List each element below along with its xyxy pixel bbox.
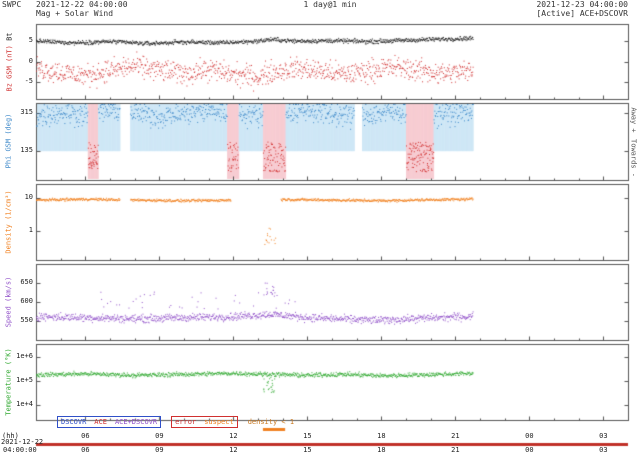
axis-start-time: 04:00:00 xyxy=(3,446,37,454)
status-label: [Active] ACE+DSCOVR xyxy=(536,9,628,18)
towards-sector-label: Towards - xyxy=(629,139,638,177)
y-tick-label: 550 xyxy=(20,316,33,324)
phi-axis-label: Phi GSM (deg) xyxy=(4,113,13,169)
legend-ace: ACE xyxy=(94,418,107,426)
end-timestamp: 2021-12-23 04:00:00 xyxy=(536,0,628,9)
legend-dscovr: DSCOVR xyxy=(61,418,87,426)
legend-density-lt1: density < 1 xyxy=(247,418,295,426)
x-tick-label: 18 xyxy=(377,432,386,440)
resolution-label: 1 day@1 min xyxy=(303,0,357,9)
y-tick-label: 650 xyxy=(20,278,33,286)
x-tick-label-secondary: 15 xyxy=(303,446,312,454)
x-tick-label-secondary: 09 xyxy=(155,446,164,454)
y-tick-label: 10 xyxy=(24,193,33,201)
away-sector-label: Away + xyxy=(629,107,638,133)
x-tick-label: 00 xyxy=(525,432,534,440)
y-tick-label: 135 xyxy=(20,146,33,154)
flag-legend-group: error suspect xyxy=(171,416,238,428)
axis-start-date: 2021-12-22 xyxy=(1,438,44,446)
y-tick-label: 1 xyxy=(28,226,33,234)
y-tick-label: 600 xyxy=(20,297,33,305)
x-tick-label-secondary: 03 xyxy=(599,446,608,454)
y-tick-label: 1e+6 xyxy=(16,352,33,360)
quality-legend: DSCOVR ACE ACE+DSCOVR error suspect dens… xyxy=(57,416,294,428)
source-legend-group: DSCOVR ACE ACE+DSCOVR xyxy=(57,416,162,428)
legend-error: error xyxy=(175,418,197,426)
y-tick-label: 1e+4 xyxy=(16,400,33,408)
start-timestamp: 2021-12-22 04:00:00 xyxy=(36,0,128,9)
y-tick-label: 0 xyxy=(28,57,33,65)
x-tick-label: 03 xyxy=(599,432,608,440)
x-tick-label: 06 xyxy=(81,432,90,440)
x-tick-label: 15 xyxy=(303,432,312,440)
x-tick-label-secondary: 06 xyxy=(81,446,90,454)
hour-unit-label: (hh) xyxy=(2,432,19,440)
x-tick-label-secondary: 21 xyxy=(451,446,460,454)
y-tick-label: 315 xyxy=(20,108,33,116)
y-tick-label: 5 xyxy=(28,36,33,44)
legend-ace-dscovr: ACE+DSCOVR xyxy=(114,418,158,426)
x-tick-label: 09 xyxy=(155,432,164,440)
x-tick-label: 12 xyxy=(229,432,238,440)
plot-type-label: Mag + Solar Wind xyxy=(36,9,114,18)
y-tick-label: -5 xyxy=(24,77,33,85)
x-tick-label-secondary: 12 xyxy=(229,446,238,454)
x-tick-label: 21 xyxy=(451,432,460,440)
x-tick-label-secondary: 18 xyxy=(377,446,386,454)
app-title: SWPC xyxy=(2,0,22,9)
legend-suspect: suspect xyxy=(204,418,234,426)
y-tick-label: 1e+5 xyxy=(16,376,33,384)
x-tick-label-secondary: 00 xyxy=(525,446,534,454)
